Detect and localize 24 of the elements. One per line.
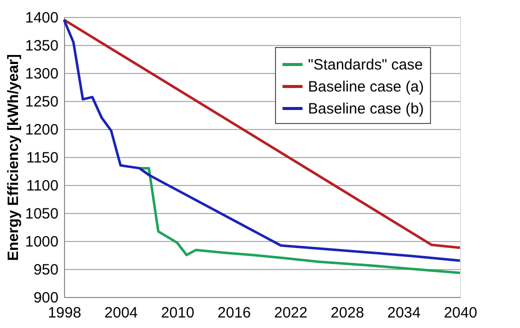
y-tick-label: 1150 <box>26 150 58 166</box>
y-tick-label: 1400 <box>25 10 58 26</box>
y-tick-label: 1350 <box>25 38 58 54</box>
legend-label: "Standards" case <box>308 56 423 74</box>
line-series <box>138 166 462 274</box>
y-tick-label: 1050 <box>25 206 58 222</box>
y-tick-label: 1300 <box>25 66 58 82</box>
legend-label: Baseline case (a) <box>308 78 424 96</box>
x-tick-label: 2004 <box>104 304 138 322</box>
y-axis-title: Energy Efficiency [kWh/year] <box>5 54 22 261</box>
y-tick-label: 1200 <box>25 122 58 138</box>
y-tick-label: 900 <box>33 290 58 306</box>
x-tick-label: 1998 <box>48 304 82 322</box>
y-tick-label: 1100 <box>26 178 58 194</box>
legend-label: Baseline case (b) <box>308 100 424 118</box>
x-tick-label: 2016 <box>218 304 251 322</box>
x-tick-label: 2040 <box>444 304 478 322</box>
y-tick-label: 950 <box>33 262 58 278</box>
y-tick-label: 1000 <box>25 234 58 250</box>
x-tick-label: 2010 <box>160 304 194 322</box>
x-tick-label: 2028 <box>330 304 364 322</box>
y-tick-label: 1250 <box>25 94 58 110</box>
x-tick-label: 2034 <box>387 304 421 322</box>
x-tick-label: 2022 <box>274 304 308 322</box>
